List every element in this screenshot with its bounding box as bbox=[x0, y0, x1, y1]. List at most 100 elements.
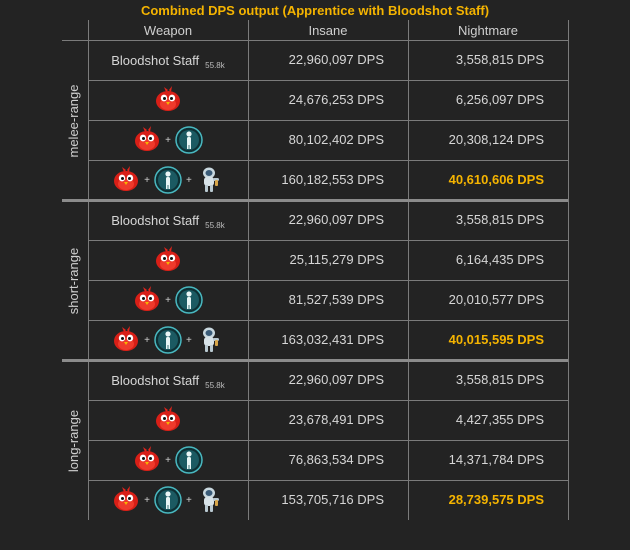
weapon-cell: Bloodshot Staff 55.8k bbox=[88, 360, 248, 400]
plus-sign: + bbox=[144, 174, 150, 186]
plus-sign: + bbox=[186, 494, 192, 506]
red-bird-pet-icon bbox=[133, 286, 161, 314]
table-row: + + 160,182,553 DPS 40,610,606 DPS bbox=[88, 160, 568, 200]
teal-buff-figure-icon bbox=[154, 486, 182, 514]
nightmare-dps: 3,558,815 DPS bbox=[455, 372, 544, 387]
header-insane: Insane bbox=[308, 23, 348, 38]
nightmare-dps: 3,558,815 DPS bbox=[455, 212, 544, 227]
header-weapon: Weapon bbox=[143, 23, 193, 38]
table-row: 25,115,279 DPS 6,164,435 DPS bbox=[88, 240, 568, 280]
table-row: Bloodshot Staff 55.8k 22,960,097 DPS 3,55… bbox=[88, 360, 568, 400]
astronaut-companion-icon bbox=[196, 486, 224, 514]
grid-vline bbox=[248, 20, 249, 520]
teal-buff-figure-icon bbox=[175, 446, 203, 474]
insane-dps: 25,115,279 DPS bbox=[289, 252, 384, 267]
insane-dps: 24,676,253 DPS bbox=[288, 92, 384, 107]
table-row: + 80,102,402 DPS 20,308,124 DPS bbox=[88, 120, 568, 160]
insane-dps: 163,032,431 DPS bbox=[281, 332, 384, 347]
grid-hline bbox=[88, 480, 568, 481]
plus-sign: + bbox=[165, 294, 171, 306]
weapon-level: 55.8k bbox=[205, 220, 225, 230]
nightmare-dps: 20,308,124 DPS bbox=[448, 132, 544, 147]
red-bird-pet-icon bbox=[112, 326, 140, 354]
teal-buff-figure-icon bbox=[154, 166, 182, 194]
section-separator bbox=[62, 199, 568, 202]
page-title: Combined DPS output (Apprentice with Blo… bbox=[140, 3, 490, 18]
grid-hline bbox=[62, 40, 568, 41]
grid-vline bbox=[568, 20, 569, 520]
insane-dps: 76,863,534 DPS bbox=[288, 452, 384, 467]
table-row: Bloodshot Staff 55.8k 22,960,097 DPS 3,55… bbox=[88, 200, 568, 240]
nightmare-dps: 6,256,097 DPS bbox=[455, 92, 544, 107]
table-row: Bloodshot Staff 55.8k 22,960,097 DPS 3,55… bbox=[88, 40, 568, 80]
weapon-name: Bloodshot Staff bbox=[111, 372, 200, 388]
table-row: + 76,863,534 DPS 14,371,784 DPS bbox=[88, 440, 568, 480]
insane-dps: 22,960,097 DPS bbox=[288, 212, 384, 227]
table-row: + + 153,705,716 DPS 28,739,575 DPS bbox=[88, 480, 568, 520]
table-row: 23,678,491 DPS 4,427,355 DPS bbox=[88, 400, 568, 440]
grid-hline bbox=[88, 440, 568, 441]
insane-dps: 81,527,539 DPS bbox=[288, 292, 384, 307]
nightmare-dps: 4,427,355 DPS bbox=[455, 412, 544, 427]
weapon-cell: + + bbox=[88, 480, 248, 520]
grid-vline bbox=[88, 20, 89, 520]
nightmare-dps-best: 28,739,575 DPS bbox=[448, 492, 544, 507]
nightmare-dps: 6,164,435 DPS bbox=[455, 252, 544, 267]
red-bird-pet-icon bbox=[133, 126, 161, 154]
red-bird-pet-icon bbox=[112, 486, 140, 514]
grid-hline bbox=[88, 320, 568, 321]
insane-dps: 22,960,097 DPS bbox=[288, 52, 384, 67]
plus-sign: + bbox=[144, 334, 150, 346]
section-separator bbox=[62, 359, 568, 362]
grid-vline bbox=[408, 20, 409, 520]
grid-hline bbox=[88, 80, 568, 81]
teal-buff-figure-icon bbox=[154, 326, 182, 354]
section-label-short: short-range bbox=[66, 247, 81, 315]
teal-buff-figure-icon bbox=[175, 126, 203, 154]
table-header: Weapon Insane Nightmare bbox=[88, 20, 568, 40]
insane-dps: 160,182,553 DPS bbox=[281, 172, 384, 187]
header-nightmare: Nightmare bbox=[458, 23, 518, 38]
weapon-cell: + + bbox=[88, 320, 248, 360]
grid-hline bbox=[88, 160, 568, 161]
weapon-name: Bloodshot Staff bbox=[111, 52, 200, 68]
red-bird-pet-icon bbox=[154, 406, 182, 434]
red-bird-pet-icon bbox=[154, 86, 182, 114]
teal-buff-figure-icon bbox=[175, 286, 203, 314]
plus-sign: + bbox=[165, 454, 171, 466]
grid-hline bbox=[88, 280, 568, 281]
astronaut-companion-icon bbox=[196, 166, 224, 194]
nightmare-dps: 20,010,577 DPS bbox=[448, 292, 544, 307]
table-row: 24,676,253 DPS 6,256,097 DPS bbox=[88, 80, 568, 120]
insane-dps: 23,678,491 DPS bbox=[288, 412, 384, 427]
table-row: + + 163,032,431 DPS 40,015,595 DPS bbox=[88, 320, 568, 360]
astronaut-companion-icon bbox=[196, 326, 224, 354]
weapon-cell: + bbox=[88, 440, 248, 480]
insane-dps: 22,960,097 DPS bbox=[288, 372, 384, 387]
weapon-cell: + + bbox=[88, 160, 248, 200]
red-bird-pet-icon bbox=[133, 446, 161, 474]
table-row: + 81,527,539 DPS 20,010,577 DPS bbox=[88, 280, 568, 320]
red-bird-pet-icon bbox=[112, 166, 140, 194]
nightmare-dps-best: 40,610,606 DPS bbox=[448, 172, 544, 187]
grid-hline bbox=[88, 400, 568, 401]
section-label-long: long-range bbox=[66, 409, 81, 473]
weapon-cell: Bloodshot Staff 55.8k bbox=[88, 200, 248, 240]
insane-dps: 153,705,716 DPS bbox=[281, 492, 384, 507]
weapon-cell: Bloodshot Staff 55.8k bbox=[88, 40, 248, 80]
weapon-cell: + bbox=[88, 120, 248, 160]
weapon-cell bbox=[88, 80, 248, 120]
weapon-name: Bloodshot Staff bbox=[111, 212, 200, 228]
weapon-cell bbox=[88, 240, 248, 280]
section-label-melee: melee-range bbox=[66, 84, 81, 158]
weapon-level: 55.8k bbox=[205, 380, 225, 390]
nightmare-dps: 3,558,815 DPS bbox=[455, 52, 544, 67]
nightmare-dps-best: 40,015,595 DPS bbox=[448, 332, 544, 347]
insane-dps: 80,102,402 DPS bbox=[288, 132, 384, 147]
red-bird-pet-icon bbox=[154, 246, 182, 274]
plus-sign: + bbox=[186, 174, 192, 186]
grid-hline bbox=[88, 120, 568, 121]
weapon-level: 55.8k bbox=[205, 60, 225, 70]
weapon-cell bbox=[88, 400, 248, 440]
grid-hline bbox=[88, 240, 568, 241]
